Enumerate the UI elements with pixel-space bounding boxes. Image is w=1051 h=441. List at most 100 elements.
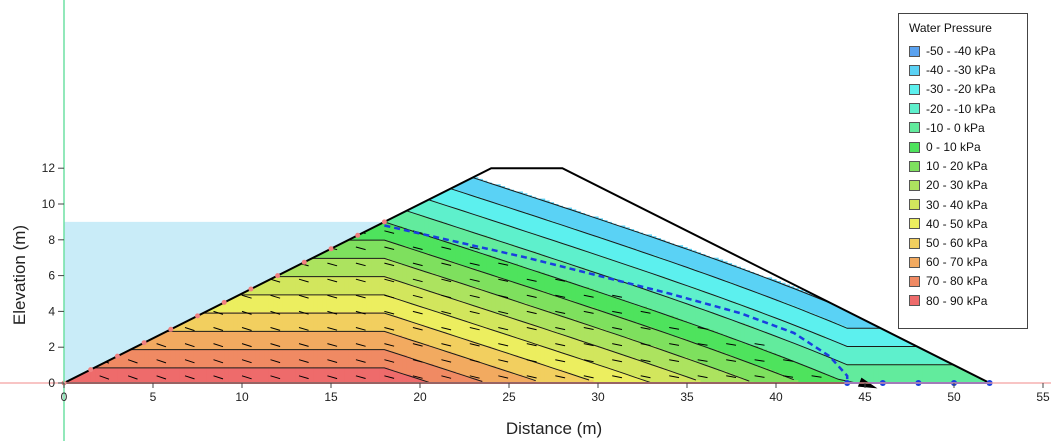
pressure-band bbox=[121, 202, 127, 221]
pressure-band bbox=[219, 202, 225, 221]
pressure-band bbox=[424, 234, 430, 253]
pressure-band bbox=[228, 202, 234, 221]
pressure-band bbox=[673, 336, 679, 355]
pressure-band bbox=[326, 257, 332, 277]
pressure-band bbox=[633, 322, 639, 341]
pressure-band bbox=[678, 356, 684, 375]
pressure-band bbox=[758, 366, 764, 383]
pressure-band bbox=[353, 275, 359, 295]
flow-vector bbox=[555, 327, 566, 331]
flow-vector bbox=[184, 375, 195, 380]
pressure-band bbox=[206, 202, 212, 221]
pressure-band bbox=[117, 366, 123, 383]
pressure-band bbox=[589, 270, 595, 289]
pressure-band bbox=[682, 320, 688, 339]
pressure-band bbox=[704, 255, 710, 275]
pressure-band bbox=[402, 245, 408, 266]
pressure-band bbox=[242, 331, 247, 350]
pressure-band bbox=[357, 202, 363, 221]
flow-vector bbox=[384, 294, 395, 299]
pressure-band bbox=[286, 275, 292, 295]
pressure-band bbox=[362, 257, 368, 277]
pressure-band bbox=[580, 213, 586, 232]
pressure-band bbox=[424, 198, 430, 218]
pressure-band bbox=[286, 366, 292, 383]
pressure-band bbox=[246, 184, 252, 203]
pressure-band bbox=[393, 370, 399, 383]
pressure-band bbox=[157, 184, 163, 203]
x-tick-label: 30 bbox=[591, 390, 605, 404]
flow-vector bbox=[640, 343, 651, 346]
flow-vector bbox=[213, 310, 224, 315]
pressure-band bbox=[829, 340, 835, 359]
pressure-band bbox=[464, 375, 470, 383]
pressure-band bbox=[442, 295, 448, 314]
pressure-band bbox=[642, 288, 648, 307]
pressure-band bbox=[718, 332, 724, 352]
y-tick-label: 2 bbox=[48, 340, 55, 354]
legend-label: -20 - -10 kPa bbox=[926, 101, 996, 116]
pressure-band bbox=[371, 366, 377, 383]
pressure-band bbox=[433, 220, 439, 239]
pressure-band bbox=[673, 372, 679, 383]
pressure-band bbox=[553, 331, 559, 350]
pressure-band bbox=[184, 202, 190, 221]
pressure-band bbox=[784, 375, 790, 383]
pressure-band bbox=[589, 234, 595, 253]
pressure-band bbox=[388, 332, 394, 352]
pressure-band bbox=[531, 341, 537, 363]
pressure-band bbox=[758, 347, 764, 368]
pressure-band bbox=[246, 311, 252, 332]
pressure-band bbox=[464, 320, 470, 339]
pressure-band bbox=[811, 332, 817, 352]
flow-vector bbox=[754, 359, 765, 362]
pressure-band bbox=[847, 309, 853, 329]
pressure-band bbox=[598, 365, 603, 383]
pressure-band bbox=[242, 366, 247, 383]
pressure-band bbox=[420, 379, 425, 383]
pressure-band bbox=[575, 229, 581, 248]
pressure-band bbox=[606, 295, 612, 314]
pressure-band bbox=[531, 214, 537, 234]
pressure-band bbox=[522, 193, 528, 212]
pressure-band bbox=[313, 366, 319, 383]
pressure-band bbox=[157, 366, 163, 383]
pressure-band bbox=[304, 257, 310, 277]
pressure-band bbox=[767, 315, 773, 334]
pressure-band bbox=[366, 331, 372, 350]
pressure-band bbox=[411, 175, 417, 194]
pressure-band bbox=[598, 255, 603, 275]
pressure-band bbox=[197, 202, 203, 221]
pressure-band bbox=[589, 361, 595, 380]
pressure-band bbox=[322, 349, 328, 368]
pressure-band bbox=[500, 368, 506, 383]
pressure-band bbox=[842, 307, 848, 327]
pressure-band bbox=[95, 366, 101, 383]
pressure-band bbox=[299, 275, 305, 295]
pressure-band bbox=[339, 366, 345, 383]
pressure-band bbox=[767, 332, 773, 352]
pressure-band bbox=[473, 214, 479, 234]
pressure-band bbox=[629, 356, 635, 377]
pressure-band bbox=[348, 349, 354, 368]
pressure-band bbox=[549, 275, 554, 295]
pressure-band bbox=[415, 341, 421, 361]
pressure-band bbox=[451, 334, 457, 354]
pressure-band bbox=[268, 184, 274, 203]
pressure-band bbox=[566, 372, 572, 383]
legend-entry: -50 - -40 kPa bbox=[909, 44, 995, 58]
pressure-band bbox=[718, 259, 724, 280]
pressure-band bbox=[642, 234, 648, 253]
pressure-band bbox=[273, 349, 279, 368]
pressure-band bbox=[566, 227, 572, 246]
pressure-band bbox=[736, 266, 741, 286]
pressure-band bbox=[842, 345, 848, 364]
pressure-band bbox=[500, 204, 506, 225]
pressure-band bbox=[304, 331, 310, 350]
pressure-band bbox=[633, 248, 639, 268]
pressure-band bbox=[535, 289, 541, 309]
pressure-band bbox=[500, 241, 506, 261]
pressure-band bbox=[695, 361, 701, 380]
pressure-band bbox=[695, 343, 701, 363]
pressure-band bbox=[825, 318, 830, 339]
